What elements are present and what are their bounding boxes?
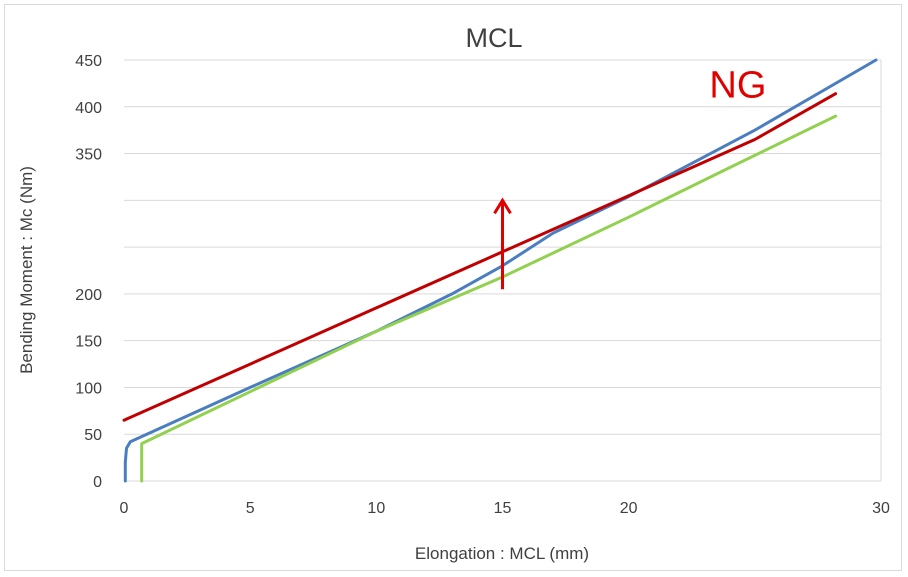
annotation-arrow-head [493,197,512,215]
y-tick-label: 0 [93,474,102,491]
chart-title: MCL [465,23,522,53]
y-tick-label: 100 [75,380,102,397]
gridlines [124,59,882,482]
y-tick-label: 150 [75,334,102,351]
series-line-2 [140,114,838,483]
annotation-ng-label: NG [709,64,766,106]
x-tick-label: 5 [246,500,255,517]
x-tick-labels: 0 5 10 15 20 30 [120,500,890,517]
x-tick-label: 15 [494,500,512,517]
x-tick-label: 20 [620,500,638,517]
y-tick-label: 200 [75,287,102,304]
annotations: NG [493,64,766,290]
x-axis-label: Elongation : MCL (mm) [415,544,589,563]
series-lines [122,58,878,483]
y-tick-label: 50 [84,427,102,444]
chart-frame [4,4,902,571]
x-tick-label: 10 [367,500,385,517]
x-tick-label: 0 [120,500,129,517]
y-tick-label: 350 [75,147,102,164]
series-line-1 [123,58,878,483]
y-tick-label: 450 [75,53,102,70]
x-tick-label: 30 [872,500,890,517]
y-tick-label: 400 [75,100,102,117]
y-axis-label: Bending Moment : Mc (Nm) [17,166,36,374]
y-tick-labels: 0 50 100 150 200 350 400 450 [75,53,102,491]
